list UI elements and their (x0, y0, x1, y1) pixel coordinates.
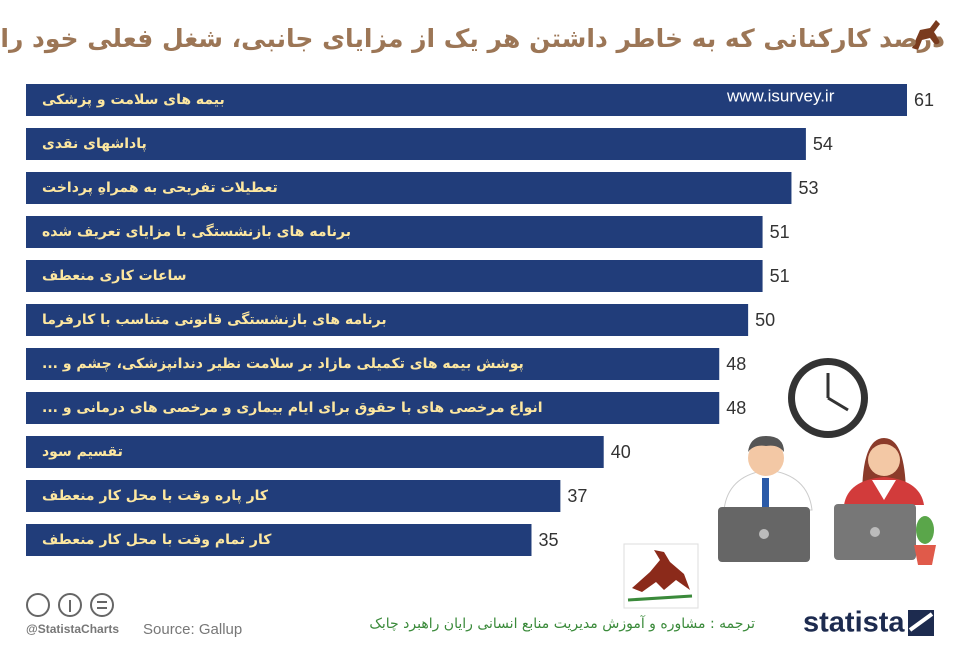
value-label: 51 (770, 266, 790, 286)
bar (26, 128, 806, 160)
translation-credit: ترجمه : مشاوره و آموزش مدیریت منابع انسا… (369, 615, 755, 632)
license-icons (26, 593, 114, 617)
clock-illustration (788, 358, 868, 438)
category-label: برنامه های بازنشستگی با مزایای تعریف شده (42, 223, 351, 240)
bar (26, 392, 720, 424)
category-label: کار پاره وقت با محل کار منعطف (42, 488, 269, 504)
category-label: ساعات کاری منعطف (42, 268, 187, 284)
category-label: تقسیم سود (42, 444, 123, 460)
bar (26, 304, 749, 336)
man-illustration (718, 436, 813, 562)
plant-illustration (914, 516, 936, 565)
woman-illustration (834, 438, 924, 560)
category-label: کار تمام وقت با محل کار منعطف (42, 532, 272, 548)
logo (912, 20, 942, 50)
category-label: بیمه های سلامت و پزشکی (42, 92, 225, 108)
bar (26, 436, 604, 468)
brand: statista (803, 607, 905, 639)
value-label: 61 (914, 90, 934, 110)
value-label: 35 (538, 530, 558, 550)
watermark: www.isurvey.ir (726, 86, 835, 105)
partner-logo (623, 543, 699, 609)
category-label: تعطیلات تفریحی به همراهِ پرداخت (42, 180, 278, 196)
value-label: 54 (813, 134, 833, 154)
value-label: 40 (611, 442, 631, 462)
bars: بیمه های سلامت و پزشکی 61 پاداشهای نقدی 54 ت… (26, 84, 934, 556)
bar (26, 172, 792, 204)
bar (26, 216, 763, 248)
chart-title: درصد کارکنانی که به خاطر داشتن هر یک از … (0, 24, 945, 54)
credit: @StatistaCharts (26, 622, 119, 636)
value-label: 50 (755, 310, 775, 330)
value-label: 48 (726, 354, 746, 374)
source: Source: Gallup (143, 621, 242, 638)
category-label: پوشش بیمه های تکمیلی مازاد بر سلامت نظیر… (42, 356, 524, 372)
value-label: 53 (798, 178, 818, 198)
bar (26, 524, 532, 556)
bar (26, 348, 720, 380)
bar (26, 84, 907, 116)
bar (26, 480, 561, 512)
bar (26, 260, 763, 292)
value-label: 48 (726, 398, 746, 418)
category-label: پاداشهای نقدی (42, 136, 147, 152)
category-label: انواع مرخصی های با حقوق برای ایام بیماری… (42, 400, 543, 416)
value-label: 51 (770, 222, 790, 242)
value-label: 37 (567, 486, 587, 506)
brand-icon (908, 610, 934, 636)
category-label: برنامه های بازنشستگی قانونی متناسب با کا… (42, 311, 387, 328)
